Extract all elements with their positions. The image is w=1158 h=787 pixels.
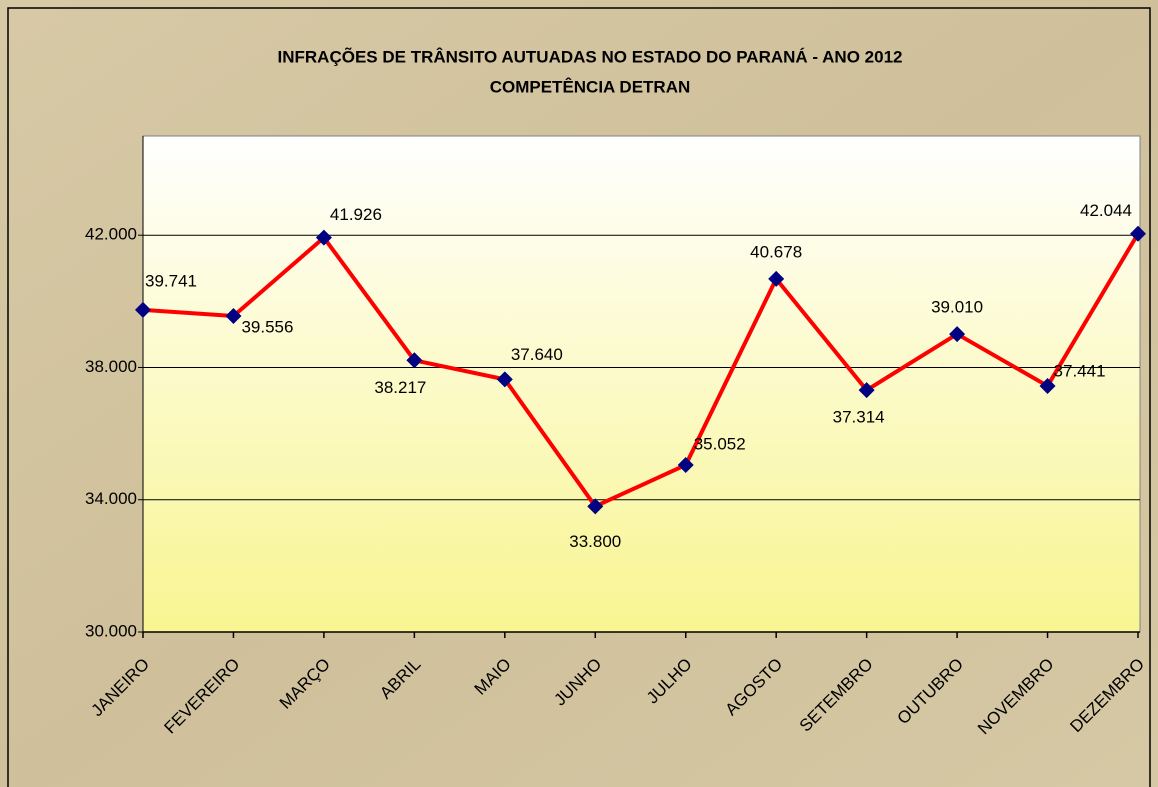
data-label: 38.217 bbox=[374, 378, 426, 397]
plot-area bbox=[142, 135, 1141, 633]
data-label: 42.044 bbox=[1080, 201, 1132, 220]
data-label: 33.800 bbox=[569, 532, 621, 551]
point-marker bbox=[1039, 377, 1056, 394]
data-label: 37.441 bbox=[1054, 361, 1106, 380]
data-label: 39.556 bbox=[241, 317, 293, 336]
y-tick-label: 42.000 bbox=[85, 225, 137, 244]
data-label: 37.314 bbox=[833, 408, 885, 427]
y-tick-label: 34.000 bbox=[85, 489, 137, 508]
data-label: 39.010 bbox=[931, 298, 983, 317]
y-tick-label: 30.000 bbox=[85, 621, 137, 640]
point-marker bbox=[587, 498, 604, 515]
data-label: 39.741 bbox=[145, 271, 197, 290]
data-label: 40.678 bbox=[750, 242, 802, 261]
point-marker bbox=[225, 308, 242, 325]
data-label: 41.926 bbox=[330, 205, 382, 224]
point-marker bbox=[768, 270, 785, 287]
point-marker bbox=[135, 301, 151, 318]
point-marker bbox=[858, 382, 875, 399]
point-marker bbox=[949, 326, 966, 343]
point-marker bbox=[496, 371, 513, 388]
chart-subtitle: COMPETÊNCIA DETRAN bbox=[490, 77, 691, 96]
point-marker bbox=[315, 229, 332, 246]
point-marker bbox=[677, 456, 694, 473]
point-marker bbox=[406, 352, 423, 369]
point-marker bbox=[1130, 225, 1146, 242]
y-tick-label: 38.000 bbox=[85, 357, 137, 376]
chart-title: INFRAÇÕES DE TRÂNSITO AUTUADAS NO ESTADO… bbox=[278, 46, 903, 66]
series-line bbox=[142, 232, 1140, 509]
data-label: 37.640 bbox=[511, 345, 563, 364]
data-label: 35.052 bbox=[694, 434, 746, 453]
frame bbox=[7, 7, 1151, 787]
